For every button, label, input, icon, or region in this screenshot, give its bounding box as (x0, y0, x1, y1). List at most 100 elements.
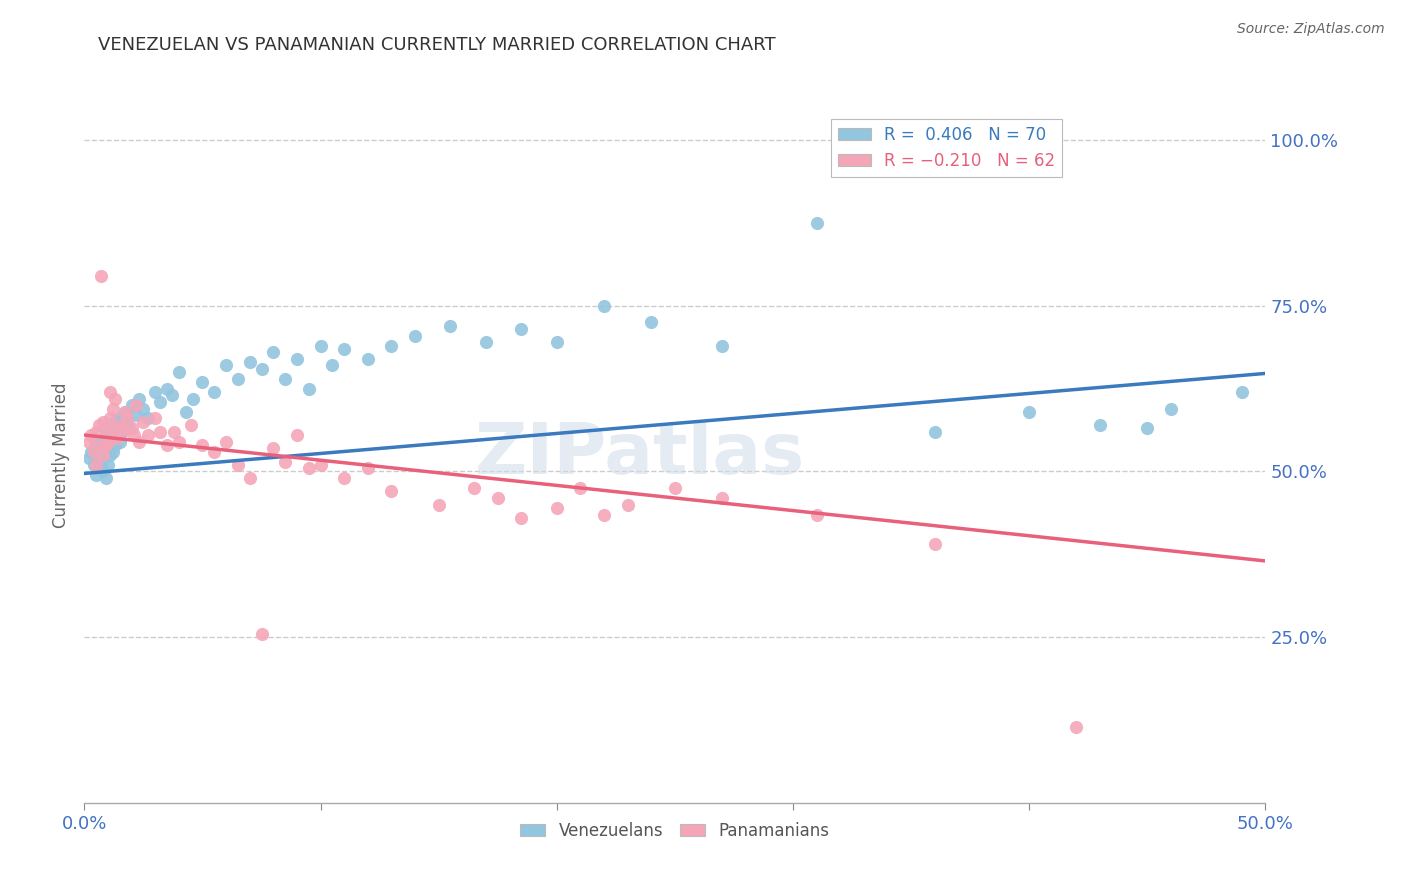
Point (121, 421, 143, 435)
Point (593, 508, 616, 522)
Point (215, 359, 238, 373)
Point (98, 411, 121, 425)
Point (97, 428, 120, 442)
Point (298, 461, 321, 475)
Point (427, 498, 450, 512)
Point (121, 398, 143, 412)
Point (98, 384, 121, 399)
Point (167, 365, 190, 379)
Point (84, 467, 107, 482)
Point (98, 418, 121, 433)
Text: ZIPatlas: ZIPatlas (474, 420, 804, 490)
Point (97, 434, 120, 449)
Point (1088, 418, 1111, 433)
Point (357, 351, 380, 366)
Point (111, 425, 134, 439)
Point (132, 401, 155, 416)
Point (90, 454, 112, 468)
Point (97, 458, 120, 472)
Point (439, 318, 461, 333)
Point (98, 448, 121, 462)
Point (90, 442, 112, 456)
Point (1018, 405, 1040, 419)
Point (215, 434, 238, 449)
Point (94, 438, 117, 452)
Point (108, 411, 131, 425)
Point (149, 395, 172, 409)
Point (569, 481, 592, 495)
Point (149, 425, 172, 439)
Point (156, 382, 179, 396)
Point (94, 425, 117, 439)
Y-axis label: Currently Married: Currently Married (52, 382, 70, 528)
Point (104, 392, 127, 406)
Point (91, 434, 114, 449)
Text: VENEZUELAN VS PANAMANIAN CURRENTLY MARRIED CORRELATION CHART: VENEZUELAN VS PANAMANIAN CURRENTLY MARRI… (98, 36, 776, 54)
Point (180, 418, 202, 433)
Point (83, 444, 105, 458)
Point (174, 405, 197, 419)
Point (101, 444, 124, 458)
Point (125, 408, 148, 422)
Point (122, 428, 145, 442)
Point (84, 438, 107, 452)
Point (463, 481, 485, 495)
Point (125, 398, 148, 412)
Point (83, 458, 105, 472)
Point (163, 425, 186, 439)
Point (181, 392, 204, 406)
Point (806, 216, 828, 230)
Point (202, 384, 225, 399)
Point (226, 458, 249, 472)
Point (115, 415, 138, 429)
Point (90, 438, 112, 452)
Point (380, 338, 402, 352)
Point (90, 268, 112, 283)
Point (274, 372, 297, 386)
Point (333, 342, 356, 356)
Point (309, 338, 332, 352)
Point (136, 411, 159, 425)
Point (250, 627, 273, 641)
Legend: Venezuelans, Panamanians: Venezuelans, Panamanians (513, 815, 837, 847)
Point (486, 491, 509, 505)
Point (94, 425, 117, 439)
Point (262, 442, 284, 456)
Point (84, 458, 107, 472)
Text: Source: ZipAtlas.com: Source: ZipAtlas.com (1237, 22, 1385, 37)
Point (118, 421, 141, 435)
Point (711, 491, 734, 505)
Point (136, 428, 159, 442)
Point (546, 500, 568, 515)
Point (262, 345, 284, 359)
Point (143, 384, 166, 399)
Point (107, 431, 129, 445)
Point (80, 444, 103, 458)
Point (128, 434, 150, 449)
Point (475, 335, 498, 350)
Point (77, 451, 100, 466)
Point (226, 372, 249, 386)
Point (250, 361, 273, 376)
Point (274, 454, 297, 468)
Point (924, 425, 946, 439)
Point (107, 428, 129, 442)
Point (1066, 720, 1088, 734)
Point (156, 438, 179, 452)
Point (239, 355, 262, 369)
Point (404, 328, 426, 343)
Point (114, 405, 136, 419)
Point (111, 425, 134, 439)
Point (640, 315, 662, 329)
Point (87, 461, 110, 475)
Point (664, 481, 686, 495)
Point (191, 438, 214, 452)
Point (321, 359, 343, 373)
Point (924, 537, 946, 551)
Point (239, 471, 262, 485)
Point (1160, 401, 1182, 416)
Point (101, 401, 124, 416)
Point (593, 299, 616, 313)
Point (711, 338, 734, 352)
Point (616, 498, 638, 512)
